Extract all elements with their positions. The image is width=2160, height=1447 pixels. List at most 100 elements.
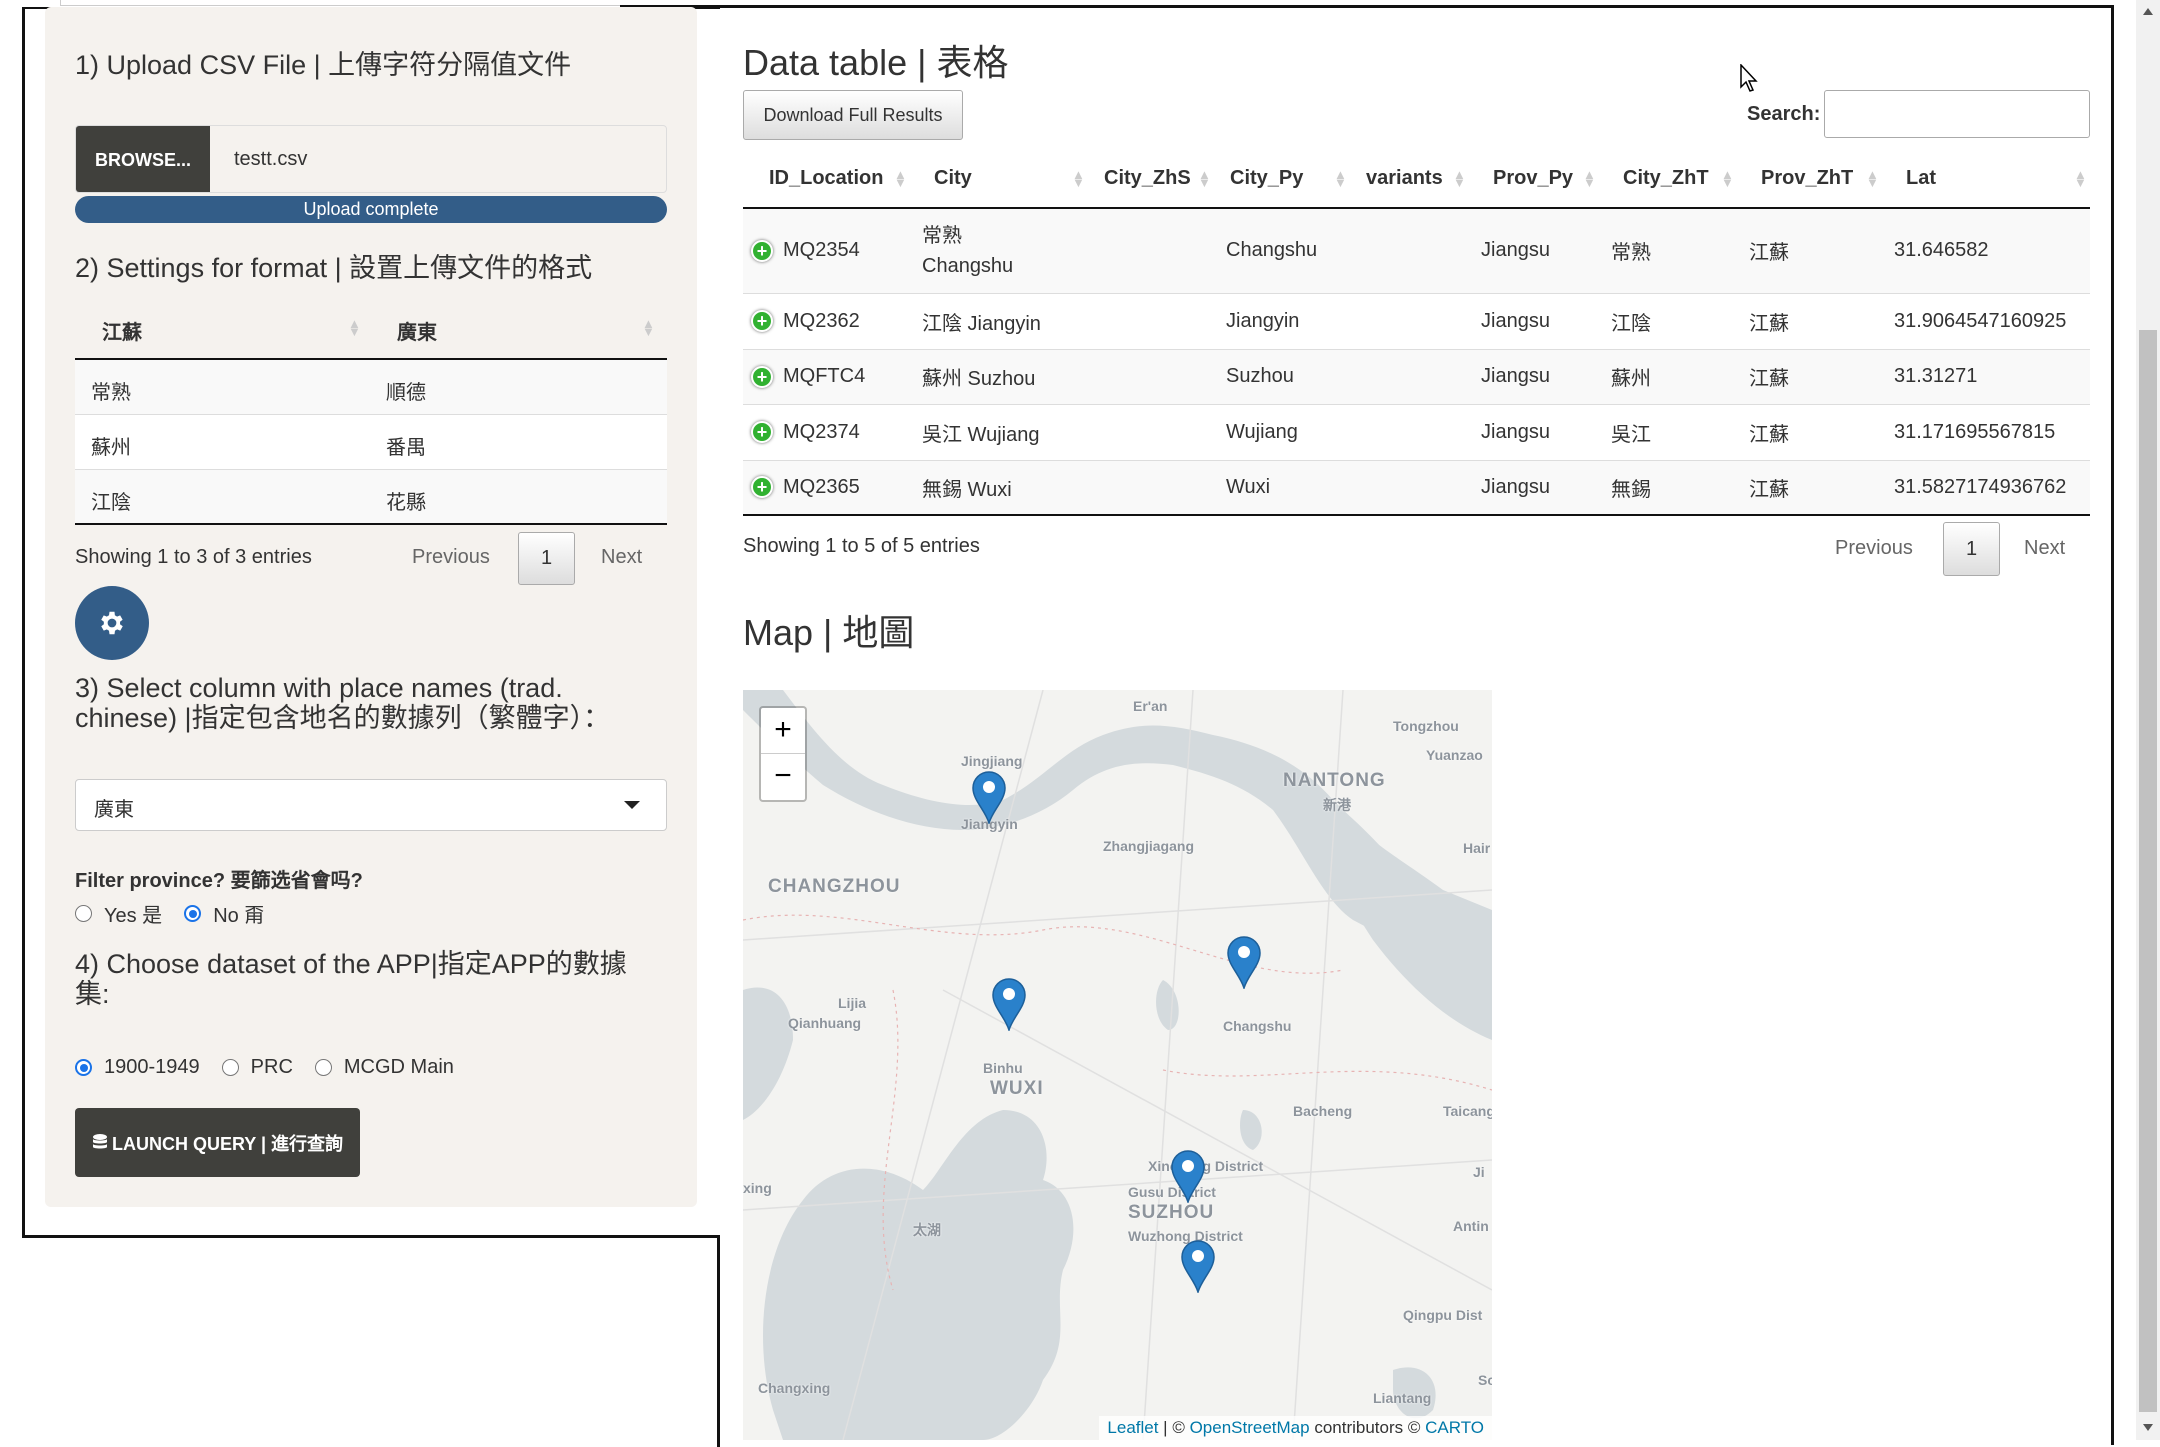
dataset-mcgd-radio[interactable] (314, 1059, 332, 1076)
file-input[interactable]: BROWSE... testt.csv (75, 125, 667, 193)
map-pin-icon (1171, 1150, 1205, 1205)
column-header-label: ID_Location (769, 167, 884, 189)
map-marker-wuxi[interactable] (991, 977, 1027, 1033)
map-place-label: Antin (1453, 1218, 1489, 1234)
gear-icon (101, 611, 123, 635)
upload-progress-bar: Upload complete (75, 196, 667, 223)
launch-query-button[interactable]: LAUNCH QUERY | 進行查詢 (75, 1108, 360, 1177)
right-frame (620, 5, 2114, 1445)
database-icon (92, 1133, 107, 1148)
map[interactable]: Er'an Tongzhou Yuanzao NANTONG 新港 Jingjiang Ji… (743, 690, 1492, 1440)
cell-city: 無錫 Wuxi (910, 459, 1088, 516)
mouse-cursor-icon (1740, 64, 1758, 92)
next-button[interactable]: Next (601, 546, 643, 568)
dataset-1900-radio[interactable] (75, 1059, 92, 1076)
search-input[interactable] (1824, 90, 2090, 138)
results-next-button[interactable]: Next (2024, 537, 2066, 559)
leaflet-link[interactable]: Leaflet (1107, 1418, 1159, 1437)
cell-text: 吳江 (1611, 423, 1651, 446)
carto-link[interactable]: CARTO (1425, 1418, 1484, 1437)
scrollbar-thumb[interactable] (2139, 330, 2157, 1412)
map-marker-jiangyin[interactable] (971, 770, 1007, 826)
page-1-button[interactable]: 1 (518, 532, 575, 585)
zoom-out-button[interactable]: − (774, 759, 792, 792)
cell-zht: 江陰 (1599, 292, 1737, 349)
results-previous-button[interactable]: Previous (1835, 537, 1913, 559)
cell-prov-py: Jiangsu (1469, 207, 1599, 293)
cell-id: + MQ2365 (743, 459, 910, 516)
scrollbar[interactable] (2136, 0, 2160, 1440)
column-header-prov-zht[interactable]: Prov_ZhT ▲ ▼ (1737, 150, 1882, 209)
zoom-in-button[interactable]: + (761, 708, 805, 754)
cell: 番禺 (386, 437, 426, 459)
cell-city: 江陰 Jiangyin (910, 292, 1088, 349)
map-pin-icon (1227, 936, 1261, 991)
map-place-label: 太湖 (913, 1222, 941, 1238)
lower-divider (717, 1237, 720, 1447)
radio-label: No 甭 (213, 905, 265, 927)
cell-py: Wujiang (1214, 403, 1350, 460)
column-header[interactable]: 廣東 (397, 322, 437, 344)
radio-label: PRC (250, 1056, 293, 1078)
cell-text: 無錫 Wuxi (922, 478, 1012, 501)
column-header-city-zht[interactable]: City_ZhT ▲ ▼ (1599, 150, 1737, 209)
map-marker-changshu[interactable] (1226, 935, 1262, 991)
previous-button[interactable]: Previous (412, 546, 490, 568)
column-header-label: Prov_Py (1493, 167, 1574, 189)
expand-row-icon[interactable]: + (751, 476, 773, 499)
map-place-label: Lijia (838, 995, 867, 1011)
map-place-label: Tongzhou (1393, 718, 1459, 734)
results-info: Showing 1 to 5 of 5 entries (743, 535, 980, 557)
cell-text: 江陰 (1611, 312, 1651, 335)
scroll-down-arrow-icon[interactable] (2143, 1424, 2153, 1431)
expand-row-icon[interactable]: + (751, 365, 773, 388)
openstreetmap-link[interactable]: OpenStreetMap (1189, 1418, 1310, 1437)
cell-prov-py: Jiangsu (1469, 292, 1599, 349)
column-header-label: variants (1366, 167, 1443, 189)
cell-text: 31.5827174936762 (1894, 475, 2067, 498)
map-place-label: Zhangjiagang (1103, 838, 1194, 854)
browse-button[interactable]: BROWSE... (76, 126, 210, 192)
table-row: + MQ2374 吳江 Wujiang Wujiang Jiangsu 吳江 江蘇 31.17… (743, 403, 2090, 460)
column-header-city-zhs[interactable]: City_ZhS ▲ ▼ (1088, 150, 1214, 209)
dataset-prc-radio[interactable] (221, 1059, 239, 1076)
zoom-control: + − (759, 706, 807, 802)
cell-city: 蘇州 Suzhou (910, 348, 1088, 404)
column-header-label: Lat (1906, 167, 1936, 189)
map-place-label: Bacheng (1293, 1103, 1353, 1119)
column-header[interactable]: 江蘇 (102, 322, 142, 344)
scroll-up-arrow-icon[interactable] (2143, 8, 2153, 15)
column-header-city-py[interactable]: City_Py ▲ ▼ (1214, 150, 1350, 209)
map-marker-wujiang[interactable] (1180, 1239, 1216, 1295)
column-header-variants[interactable]: variants ▲ ▼ (1350, 150, 1469, 209)
table-row: + MQ2362 江陰 Jiangyin Jiangyin Jiangsu 江陰 江蘇 31.… (743, 292, 2090, 349)
settings-button[interactable] (75, 586, 149, 660)
cell-zhs (1088, 292, 1214, 349)
column-select[interactable]: 廣東 (75, 779, 667, 831)
download-full-results-button[interactable]: Download Full Results (743, 90, 963, 140)
map-marker-suzhou[interactable] (1170, 1149, 1206, 1205)
filter-no-radio[interactable] (184, 905, 202, 922)
cell-zht: 蘇州 (1599, 348, 1737, 404)
cell-variants (1350, 292, 1469, 349)
column-header-city[interactable]: City ▲ ▼ (910, 150, 1088, 209)
map-place-label: Hair (1463, 840, 1491, 856)
sort-icon[interactable]: ▲ ▼ (642, 316, 655, 339)
column-header-prov-py[interactable]: Prov_Py ▲ ▼ (1469, 150, 1599, 209)
expand-row-icon[interactable]: + (751, 421, 773, 444)
table-row: 常熟 順德 (75, 360, 667, 415)
expand-row-icon[interactable]: + (751, 310, 773, 333)
sort-icon[interactable]: ▲ ▼ (348, 316, 361, 339)
filter-yes-radio[interactable] (75, 905, 92, 922)
cell: 常熟 (91, 382, 131, 404)
column-header-lat[interactable]: Lat ▲ ▼ (1882, 150, 2090, 209)
column-title: 3) Select column with place names (trad.… (75, 673, 611, 733)
cell-variants (1350, 207, 1469, 293)
cell-text: Jiangsu (1481, 365, 1550, 387)
results-page-1-button[interactable]: 1 (1943, 522, 2000, 576)
sort-icon: ▲ ▼ (1866, 167, 1879, 190)
search-label: Search: (1747, 103, 1821, 125)
expand-row-icon[interactable]: + (751, 239, 773, 262)
cell: 蘇州 (91, 437, 131, 459)
column-header-id-location[interactable]: ID_Location ▲ ▼ (743, 150, 910, 209)
